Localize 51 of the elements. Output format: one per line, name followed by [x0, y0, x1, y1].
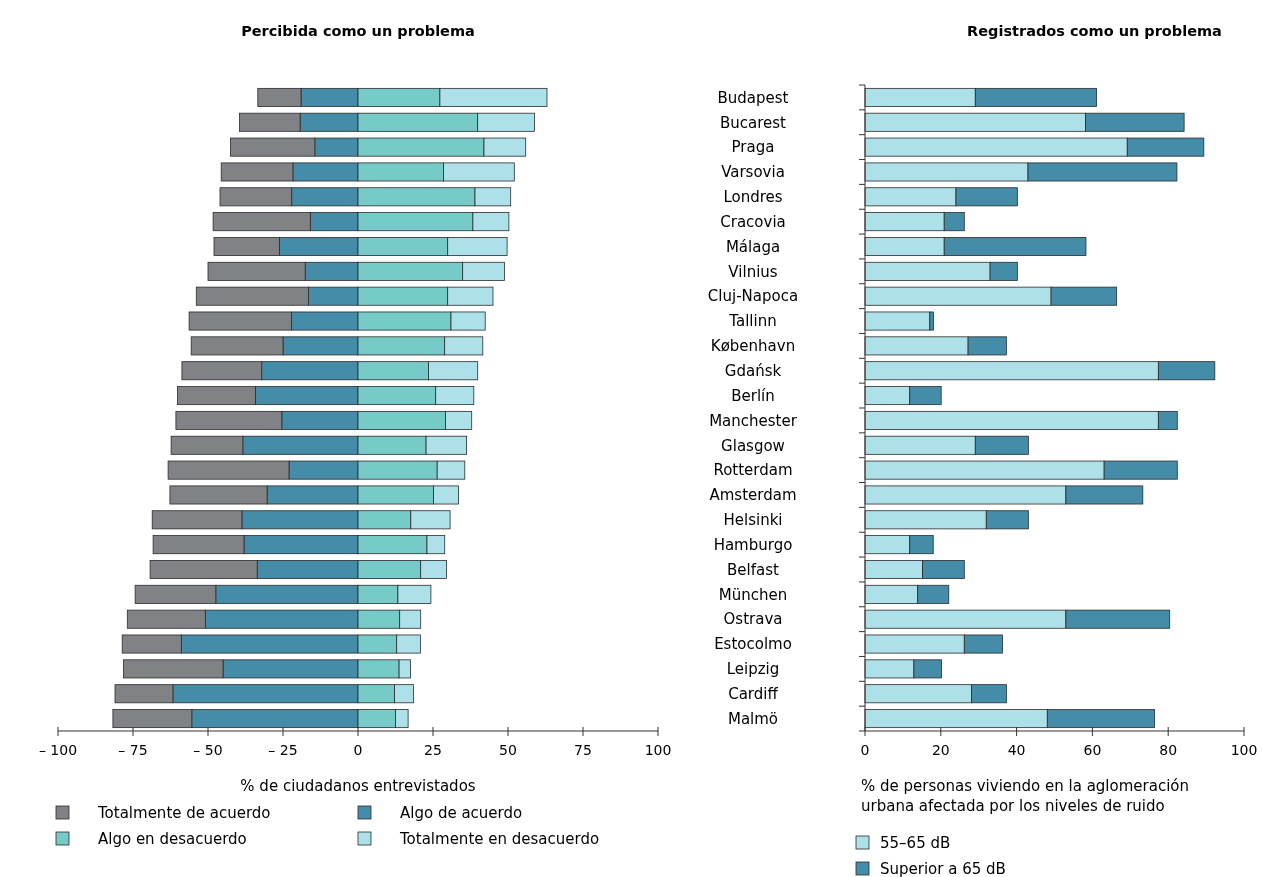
x-axis-title: % de personas viviendo en la aglomeración urbana afectada por los niveles de ruido: [861, 777, 1190, 815]
y-tick-label: Praga: [731, 138, 775, 157]
y-tick-label: Tallinn: [728, 312, 777, 331]
legend-label: Totalmente en desacuerdo: [399, 830, 600, 849]
y-tick-label: Leipzig: [726, 660, 780, 679]
y-tick-label: München: [718, 585, 788, 604]
legend-label: Superior a 65 dB: [880, 860, 1006, 877]
y-tick-label: Manchester: [709, 411, 798, 430]
x-tick-label: 80: [1159, 742, 1178, 758]
x-tick-label: 100: [644, 742, 672, 758]
y-tick-label: Bucarest: [720, 113, 787, 132]
y-tick-label: Helsinki: [723, 511, 783, 530]
y-tick-label: Glasgow: [721, 436, 785, 455]
x-tick-label: – 75: [118, 742, 148, 758]
y-tick-label: Estocolmo: [714, 635, 792, 654]
x-tick-label: 25: [424, 742, 442, 758]
legend-label: Totalmente de acuerdo: [97, 804, 271, 823]
y-tick-label: Berlín: [731, 386, 775, 405]
y-tick-label: Rotterdam: [713, 461, 793, 480]
x-tick-label: 40: [1007, 742, 1026, 758]
x-tick-label: – 50: [193, 742, 223, 758]
y-tick-label: Vilnius: [728, 262, 778, 281]
y-tick-label: Amsterdam: [709, 486, 797, 505]
y-tick-label: Cracovia: [720, 212, 786, 231]
chart-title: Registrados como un problema: [967, 23, 1222, 39]
y-tick-label: Varsovia: [721, 163, 785, 182]
y-tick-label: København: [710, 337, 796, 356]
y-tick-label: Hamburgo: [713, 535, 793, 554]
y-tick-label: Gdańsk: [724, 361, 782, 380]
y-tick-label: Belfast: [727, 560, 780, 579]
x-tick-label: – 25: [268, 742, 298, 758]
x-tick-label: 50: [499, 742, 517, 758]
y-tick-label: Malmö: [727, 709, 779, 728]
x-tick-label: 0: [353, 742, 363, 758]
x-tick-label: 20: [931, 742, 950, 758]
y-tick-label: Málaga: [725, 237, 781, 256]
x-tick-label: – 100: [38, 742, 78, 758]
y-tick-label: Cardiff: [728, 684, 779, 703]
x-tick-label: 60: [1083, 742, 1102, 758]
y-tick-label: Ostrava: [723, 610, 783, 629]
legend-label: Algo en desacuerdo: [98, 830, 247, 849]
x-axis-title: % de ciudadanos entrevistados: [240, 777, 476, 795]
legend-label: 55–65 dB: [880, 834, 951, 853]
chart-title: Percibida como un problema: [241, 23, 475, 39]
y-tick-label: Londres: [723, 188, 783, 207]
legend-label: Algo de acuerdo: [400, 804, 523, 823]
y-tick-label: Cluj-Napoca: [707, 287, 799, 306]
y-tick-label: Budapest: [717, 88, 789, 107]
x-tick-label: 75: [574, 742, 592, 758]
x-tick-label: 100: [1230, 742, 1258, 758]
x-tick-label: 0: [860, 742, 870, 758]
